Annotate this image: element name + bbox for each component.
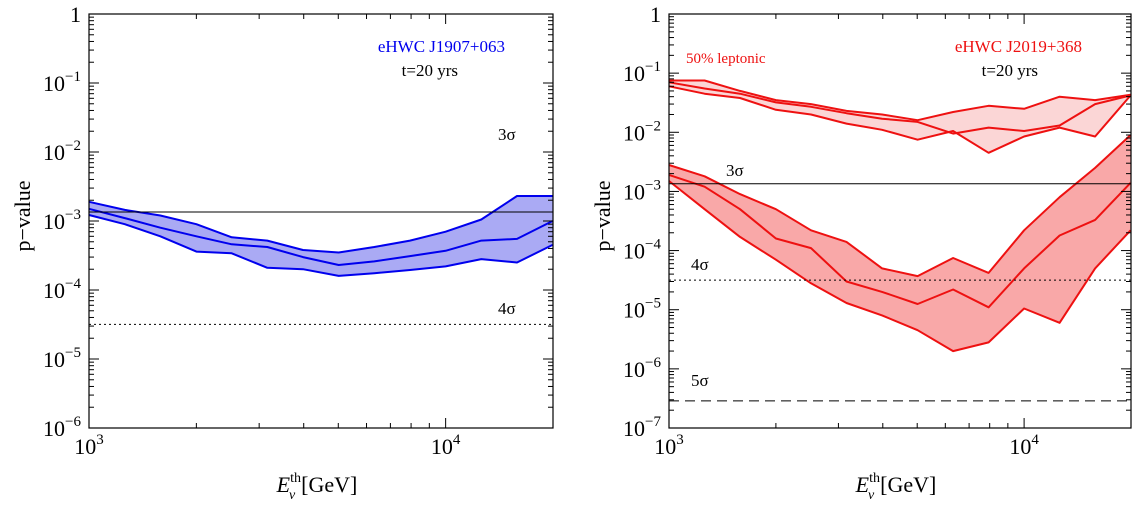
left-x-axis-label: Eth ν [GeV] [276,471,358,503]
left-y-tick-label: 1 [70,2,81,27]
left-y-tick-label: 10−2 [43,138,81,165]
right-band-1-upper-line [668,134,1132,278]
right-band-0-fill [669,80,1131,153]
right-band-0-lower-line [668,85,1132,154]
left-x-tick-label: 104 [431,432,461,459]
right-y-tick-label: 10−1 [623,59,661,86]
right-x-tick-labels: 103 104 [654,432,1039,459]
left-x-tick-label: 103 [74,432,104,459]
right-tick-marks [668,13,1132,429]
right-band-0-middle-line [668,81,1131,135]
left-y-tick-label: 10−4 [43,276,81,303]
right-4sigma-label: 4σ [691,255,709,274]
right-model-label: 50% leptonic [686,51,766,67]
left-y-axis-label: p−value [10,180,35,251]
right-y-tick-label: 10−4 [623,237,661,264]
right-y-tick-label: 10−2 [623,118,661,145]
left-y-tick-label: 10−5 [43,345,81,372]
right-band-0-upper-line [669,79,1131,122]
left-4sigma-label: 4σ [498,299,516,318]
right-panel: 1 10−1 10−2 10−3 10−4 10−5 10−6 10−7 103 104 50%… [590,2,1132,503]
left-x-tick-labels: 103 104 [74,432,461,459]
right-y-tick-label: 10−6 [623,355,661,382]
right-y-tick-label: 10−5 [623,296,661,323]
left-y-tick-labels: 1 10−1 10−2 10−3 10−4 10−5 10−6 [43,2,81,441]
right-band-1-lower-line [668,180,1132,353]
left-3sigma-label: 3σ [498,125,516,144]
right-3sigma-label: 3σ [726,161,744,180]
left-threshold-lines [89,211,553,325]
right-threshold-lines [669,183,1131,402]
left-y-tick-label: 10−3 [43,207,81,234]
right-time-label: t=20 yrs [982,61,1038,80]
right-bands [668,79,1132,353]
right-x-axis-label: Eth ν [GeV] [855,471,937,503]
left-band-0-upper-line [88,195,553,254]
right-x-tick-label: 103 [654,432,684,459]
left-y-tick-label: 10−1 [43,69,81,96]
left-band-0-middle-line [88,207,554,266]
right-y-tick-label: 10−3 [623,177,661,204]
right-band-1-middle-line [668,173,1132,309]
right-y-tick-labels: 1 10−1 10−2 10−3 10−4 10−5 10−6 10−7 [623,2,661,441]
right-source-label: eHWC J2019+368 [955,37,1082,56]
right-plot-frame [668,13,1132,429]
left-y-tick-label: 10−6 [43,414,81,441]
right-y-tick-label: 1 [650,2,661,27]
left-bands [88,195,554,277]
left-tick-marks [88,13,554,429]
left-band-0-fill [89,196,553,276]
left-time-label: t=20 yrs [402,61,458,80]
right-band-1-fill [669,135,1131,352]
left-band-0-lower-line [88,214,554,277]
right-5sigma-label: 5σ [691,371,709,390]
right-y-tick-label: 10−7 [623,414,661,441]
right-y-axis-label: p−value [590,180,615,251]
left-panel: 1 10−1 10−2 10−3 10−4 10−5 10−6 103 104 eHWC J1… [10,2,554,503]
right-x-tick-label: 104 [1009,432,1039,459]
left-source-label: eHWC J1907+063 [378,37,505,56]
